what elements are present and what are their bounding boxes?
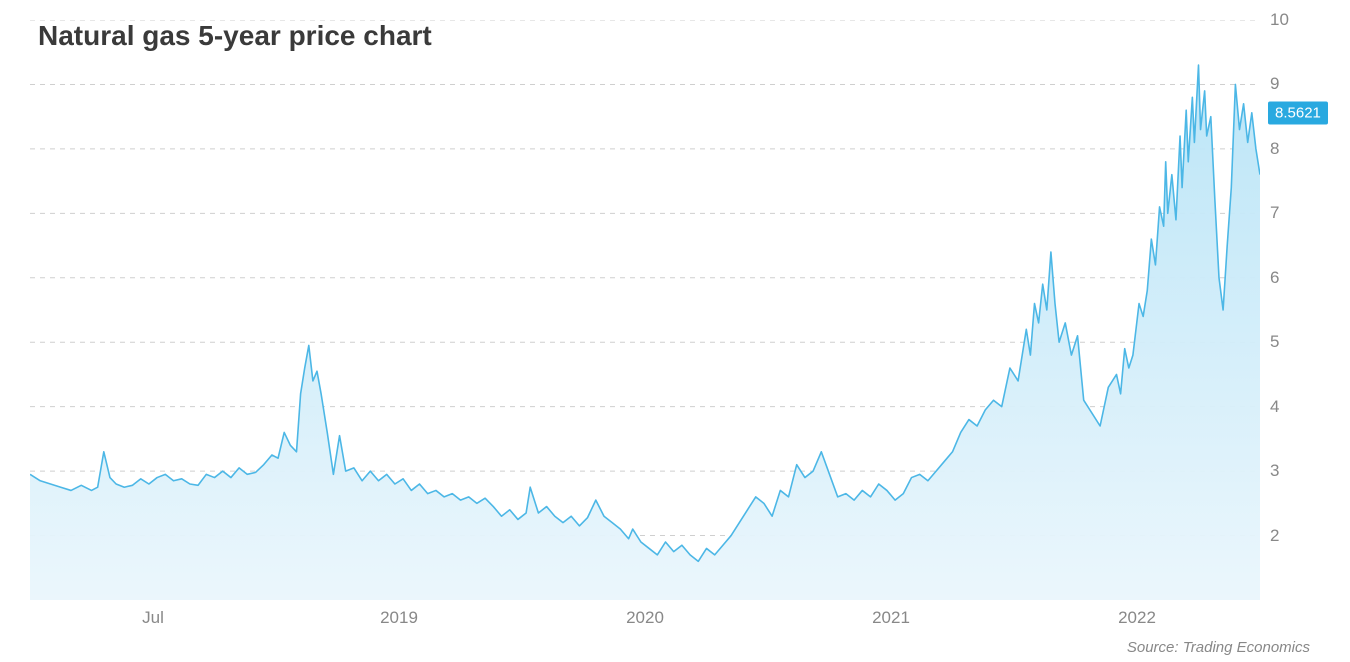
x-tick-label: 2019 (380, 608, 418, 628)
chart-plot-area (30, 20, 1260, 600)
y-tick-label: 10 (1270, 10, 1289, 30)
series-area (30, 65, 1260, 600)
area-chart-svg (30, 20, 1260, 600)
y-tick-label: 6 (1270, 268, 1279, 288)
x-tick-label: 2021 (872, 608, 910, 628)
x-axis: Jul 2019 2020 2021 2022 (30, 608, 1260, 638)
chart-source: Source: Trading Economics (1127, 639, 1310, 656)
x-tick-label: 2020 (626, 608, 664, 628)
y-tick-label: 7 (1270, 203, 1279, 223)
y-tick-label: 3 (1270, 461, 1279, 481)
current-price-badge: 8.5621 (1268, 101, 1328, 124)
y-tick-label: 5 (1270, 332, 1279, 352)
y-tick-label: 4 (1270, 397, 1279, 417)
y-tick-label: 9 (1270, 74, 1279, 94)
y-tick-label: 2 (1270, 526, 1279, 546)
y-tick-label: 8 (1270, 139, 1279, 159)
x-tick-label: Jul (142, 608, 164, 628)
x-tick-label: 2022 (1118, 608, 1156, 628)
